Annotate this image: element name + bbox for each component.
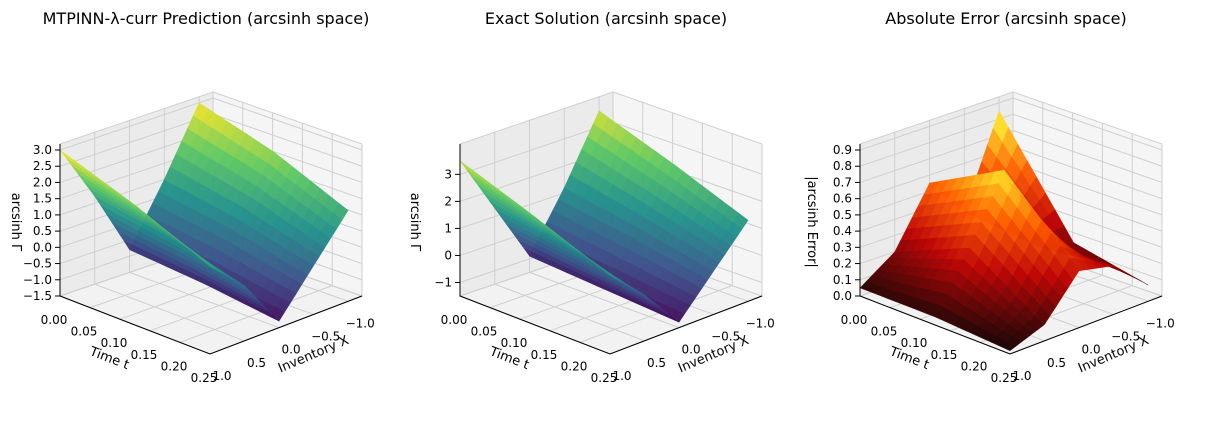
x-gridline (529, 271, 680, 329)
t-tick-label: 0.05 (871, 325, 898, 339)
z-tick-label: 3.0 (33, 143, 52, 157)
t-gridline (579, 285, 733, 343)
chart-panel-2: −101231.00.50.0−0.5−1.00.000.050.100.150… (407, 9, 775, 385)
x-gridline (94, 283, 245, 342)
z-tick-label: 0.3 (833, 240, 852, 254)
t-tick-label: 0.25 (591, 371, 618, 385)
t-tick-label: 0.20 (161, 359, 188, 373)
z-tick-label: 0.5 (33, 224, 52, 238)
t-tick-label: 0.15 (931, 348, 958, 362)
z-tick-label: 0.4 (833, 224, 852, 238)
x-tick-label: 0.0 (682, 343, 701, 357)
x-tick-label: 0.0 (1082, 343, 1101, 357)
t-tick-label: 0.00 (841, 313, 868, 327)
t-tick-label: 0.20 (561, 359, 588, 373)
z-tick-label: −1.0 (23, 273, 52, 287)
t-tick-label: 0.15 (531, 348, 558, 362)
z-tick-label: 1.0 (33, 208, 52, 222)
z-tick-label: 2.5 (33, 159, 52, 173)
z-tick-label: −1 (434, 275, 452, 289)
z-tick-label: −0.5 (23, 257, 52, 271)
chart-title: Exact Solution (arcsinh space) (485, 9, 727, 28)
x-tick-label: 1.0 (212, 369, 231, 383)
z-tick-label: 0.8 (833, 159, 852, 173)
x-tick-label: −0.5 (711, 329, 740, 343)
t-tick-label: 0.05 (471, 325, 498, 339)
chart-panel-1: −1.5 −1.0 −0.5 0.0 0.5 1.0 1.5 2.0 2.5 3.0 1.0 0.5 0… (8, 9, 375, 385)
z-tick-label: 0.1 (833, 273, 852, 287)
z-tick-label: 0.0 (33, 240, 52, 254)
t-tick-label: 0.25 (991, 371, 1018, 385)
x-gridline (494, 283, 645, 342)
x-tick-label: 0.5 (1047, 356, 1066, 370)
z-tick-label: 3 (444, 167, 452, 181)
chart-title: MTPINN-λ-curr Prediction (arcsinh space) (43, 9, 370, 28)
z-tick-label: 0.9 (833, 143, 852, 157)
t-tick-label: 0.15 (131, 348, 158, 362)
z-tick-label: 2 (444, 194, 452, 208)
z-tick-label: 2.0 (33, 175, 52, 189)
z-tick-label: 1 (444, 221, 452, 235)
z-tick-label: 1.5 (33, 192, 52, 206)
t-tick-label: 0.00 (41, 313, 68, 327)
t-tick-label: 0.10 (501, 336, 528, 350)
x-tick-label: 0.0 (282, 343, 301, 357)
surface (859, 110, 1149, 352)
surface (59, 102, 349, 322)
axis-edges (59, 144, 363, 355)
chart-panel-3: 0.00.10.20.30.40.50.60.70.80.91.00.50.0−… (804, 9, 1175, 385)
x-tick-label: −1.0 (746, 316, 775, 330)
t-tick-label: 0.10 (901, 336, 928, 350)
t-tick-label: 0.25 (191, 371, 218, 385)
axis-edges (859, 144, 1163, 355)
t-tick-label: 0.00 (441, 313, 468, 327)
x-tick-label: 1.0 (1012, 369, 1031, 383)
t-tick-label: 0.05 (71, 325, 98, 339)
x-tick-label: −0.5 (311, 329, 340, 343)
surface-cell (1133, 276, 1149, 286)
surface-cell (332, 202, 349, 220)
x-tick-label: 0.5 (247, 356, 266, 370)
x-tick-label: −0.5 (1111, 329, 1140, 343)
x-tick-label: −1.0 (346, 316, 375, 330)
z-tick-label: 0.0 (833, 289, 852, 303)
z-tick-label: 0.6 (833, 192, 852, 206)
z-axis-label: |arcsinh Error| (804, 176, 819, 268)
x-gridline (129, 271, 280, 329)
t-tick-label: 0.20 (961, 359, 988, 373)
surface-cell (732, 212, 749, 229)
z-tick-label: 0.2 (833, 257, 852, 271)
x-tick-label: 0.5 (647, 356, 666, 370)
surface (459, 110, 749, 323)
x-tick-label: 1.0 (612, 369, 631, 383)
axis-edges (459, 144, 763, 355)
z-tick-label: 0.5 (833, 208, 852, 222)
z-axis-label: arcsinh Γ (407, 193, 422, 252)
chart-title: Absolute Error (arcsinh space) (885, 9, 1127, 28)
x-tick-label: −1.0 (1146, 316, 1175, 330)
z-tick-label: 0 (444, 248, 452, 262)
z-axis-label: arcsinh Γ (8, 193, 23, 252)
z-tick-label: −1.5 (23, 289, 52, 303)
z-tick-label: 0.7 (833, 175, 852, 189)
t-gridline (179, 285, 333, 343)
t-tick-label: 0.10 (101, 336, 128, 350)
